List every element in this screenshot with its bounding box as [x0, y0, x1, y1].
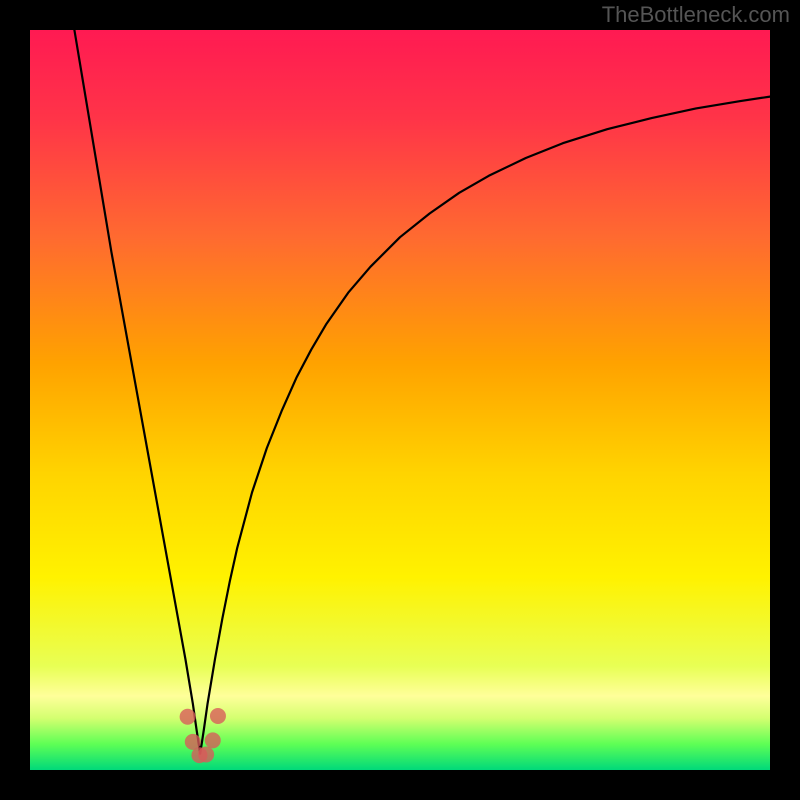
bottleneck-marker — [180, 709, 196, 725]
bottleneck-marker — [210, 708, 226, 724]
bottleneck-marker — [205, 732, 221, 748]
bottleneck-curve-chart — [0, 0, 800, 800]
gradient-background — [30, 30, 770, 770]
bottleneck-marker — [198, 746, 214, 762]
chart-frame: TheBottleneck.com — [0, 0, 800, 800]
